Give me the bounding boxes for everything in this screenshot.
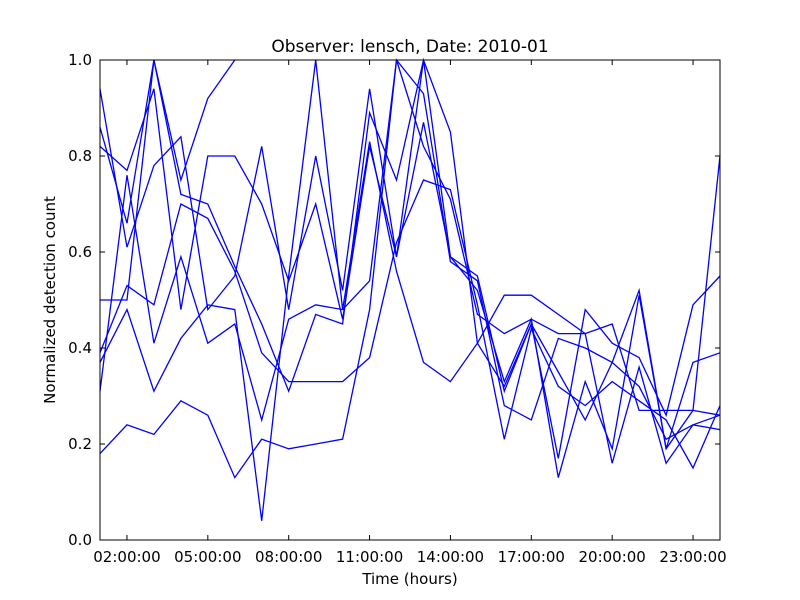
x-tick-label: 05:00:00 (174, 548, 241, 566)
series-line-7 (99, 59, 721, 521)
y-tick-label: 0.4 (68, 339, 92, 357)
x-tick-label: 08:00:00 (255, 548, 322, 566)
y-tick-label: 1.0 (68, 51, 92, 69)
x-tick-label: 20:00:00 (578, 548, 645, 566)
y-axis-label: Normalized detection count (41, 196, 59, 404)
x-tick-label: 02:00:00 (93, 548, 160, 566)
series-line-2 (99, 57, 721, 451)
x-tick-label: 11:00:00 (336, 548, 403, 566)
series-line-8 (99, 58, 721, 479)
y-axis: 0.0 0.2 0.4 0.6 0.8 1.0 (68, 51, 720, 549)
x-tick-label: 23:00:00 (659, 548, 726, 566)
series-line-5 (99, 59, 721, 423)
y-tick-label: 0.8 (68, 147, 92, 165)
plot-frame (99, 59, 721, 541)
series-line-1 (99, 59, 721, 459)
y-tick-label: 0.2 (68, 435, 92, 453)
y-tick-label: 0.6 (68, 243, 92, 261)
series-line-4 (100, 59, 236, 301)
series-lines (99, 57, 721, 521)
x-tick-label: 14:00:00 (417, 548, 484, 566)
chart-title: Observer: lensch, Date: 2010-01 (271, 37, 548, 57)
series-line-3 (99, 88, 721, 478)
series-line-6 (99, 179, 721, 470)
y-tick-label: 0.0 (68, 531, 92, 549)
x-axis: 02:00:00 05:00:00 08:00:00 11:00:00 14:00:00… (93, 60, 727, 566)
x-axis-label: Time (hours) (361, 570, 457, 588)
x-tick-label: 17:00:00 (498, 548, 565, 566)
